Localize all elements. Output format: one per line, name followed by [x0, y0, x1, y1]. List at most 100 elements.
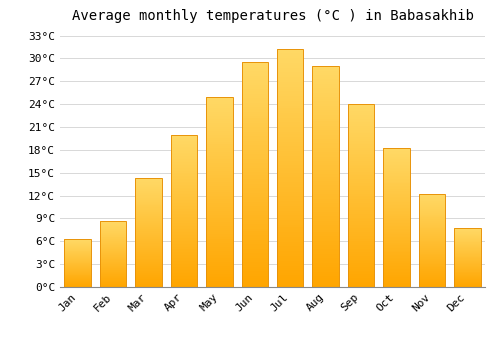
Bar	[312, 203, 339, 205]
Bar	[242, 175, 268, 177]
Bar	[206, 165, 233, 167]
Bar	[312, 256, 339, 258]
Bar	[64, 275, 91, 276]
Bar	[418, 246, 445, 247]
Bar	[383, 148, 409, 287]
Bar	[277, 239, 303, 242]
Bar	[418, 233, 445, 234]
Bar	[206, 194, 233, 196]
Bar	[348, 133, 374, 135]
Bar	[206, 190, 233, 192]
Bar	[170, 267, 197, 269]
Bar	[136, 237, 162, 238]
Bar	[418, 232, 445, 233]
Bar	[242, 76, 268, 78]
Bar	[454, 228, 480, 229]
Bar	[454, 271, 480, 272]
Bar	[206, 283, 233, 285]
Bar	[100, 242, 126, 243]
Bar	[312, 157, 339, 159]
Bar	[348, 214, 374, 216]
Bar	[206, 163, 233, 165]
Bar	[206, 199, 233, 201]
Bar	[170, 260, 197, 261]
Bar	[454, 280, 480, 281]
Bar	[277, 177, 303, 180]
Bar	[383, 209, 409, 211]
Bar	[100, 249, 126, 250]
Bar	[136, 275, 162, 276]
Bar	[100, 262, 126, 263]
Bar	[206, 192, 233, 194]
Bar	[277, 106, 303, 108]
Bar	[454, 257, 480, 258]
Bar	[383, 252, 409, 254]
Bar	[170, 180, 197, 182]
Bar	[170, 214, 197, 215]
Bar	[277, 154, 303, 156]
Bar	[136, 259, 162, 260]
Bar	[348, 261, 374, 263]
Bar	[136, 236, 162, 237]
Bar	[383, 204, 409, 205]
Bar	[348, 234, 374, 236]
Bar	[348, 267, 374, 269]
Bar	[170, 253, 197, 255]
Bar	[348, 139, 374, 141]
Bar	[312, 73, 339, 75]
Bar	[418, 248, 445, 249]
Bar	[277, 182, 303, 184]
Bar	[348, 113, 374, 115]
Bar	[312, 141, 339, 144]
Bar	[418, 205, 445, 206]
Bar	[100, 223, 126, 224]
Bar	[383, 284, 409, 286]
Bar	[136, 189, 162, 190]
Bar	[418, 264, 445, 265]
Bar	[312, 70, 339, 73]
Bar	[383, 191, 409, 193]
Bar	[206, 139, 233, 140]
Bar	[418, 218, 445, 219]
Bar	[454, 231, 480, 232]
Bar	[383, 236, 409, 237]
Bar	[348, 252, 374, 254]
Bar	[383, 154, 409, 155]
Bar	[206, 152, 233, 154]
Bar	[277, 282, 303, 285]
Bar	[100, 239, 126, 240]
Bar	[383, 272, 409, 273]
Bar	[170, 235, 197, 237]
Bar	[242, 282, 268, 285]
Bar	[100, 276, 126, 277]
Bar	[206, 135, 233, 136]
Bar	[383, 258, 409, 259]
Bar	[383, 225, 409, 226]
Bar	[312, 137, 339, 139]
Bar	[64, 239, 91, 287]
Bar	[206, 239, 233, 241]
Bar	[170, 255, 197, 257]
Bar	[277, 141, 303, 144]
Bar	[418, 282, 445, 283]
Bar	[206, 158, 233, 159]
Bar	[277, 127, 303, 130]
Bar	[418, 194, 445, 287]
Bar	[383, 199, 409, 201]
Bar	[170, 237, 197, 238]
Bar	[277, 91, 303, 94]
Bar	[136, 233, 162, 235]
Bar	[418, 253, 445, 254]
Bar	[206, 186, 233, 188]
Bar	[136, 263, 162, 264]
Bar	[277, 254, 303, 256]
Bar	[277, 49, 303, 287]
Bar	[277, 120, 303, 122]
Bar	[277, 134, 303, 137]
Bar	[277, 273, 303, 275]
Bar	[242, 226, 268, 229]
Bar	[277, 56, 303, 58]
Bar	[242, 127, 268, 130]
Bar	[348, 274, 374, 276]
Bar	[136, 205, 162, 206]
